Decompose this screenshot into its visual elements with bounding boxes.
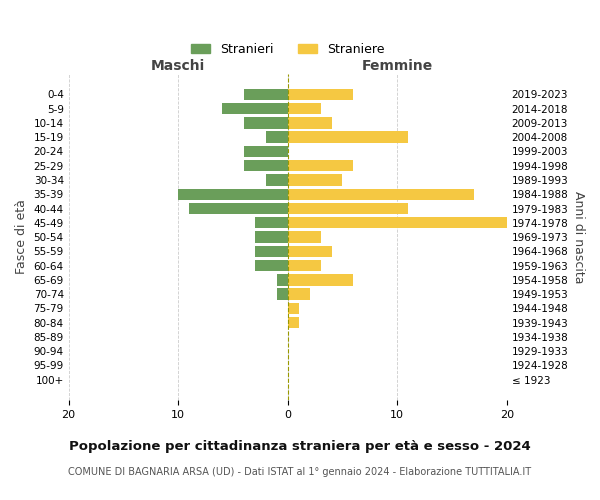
Bar bbox=[255, 246, 287, 257]
Legend: Stranieri, Straniere: Stranieri, Straniere bbox=[186, 38, 389, 60]
Y-axis label: Anni di nascita: Anni di nascita bbox=[572, 191, 585, 284]
Bar bbox=[244, 146, 287, 157]
Bar bbox=[266, 174, 287, 186]
Bar bbox=[222, 103, 287, 115]
Text: Maschi: Maschi bbox=[151, 59, 205, 73]
Bar bbox=[277, 288, 287, 300]
Bar bbox=[287, 203, 408, 214]
Bar bbox=[287, 246, 331, 257]
Bar bbox=[255, 232, 287, 242]
Bar bbox=[287, 260, 320, 272]
Bar bbox=[255, 217, 287, 228]
Bar bbox=[287, 302, 299, 314]
Bar bbox=[266, 132, 287, 143]
Y-axis label: Fasce di età: Fasce di età bbox=[15, 200, 28, 274]
Bar bbox=[244, 117, 287, 128]
Bar bbox=[287, 217, 507, 228]
Bar bbox=[287, 88, 353, 100]
Bar bbox=[287, 160, 353, 172]
Bar bbox=[244, 88, 287, 100]
Bar bbox=[287, 103, 320, 115]
Bar bbox=[189, 203, 287, 214]
Bar bbox=[178, 188, 287, 200]
Bar bbox=[287, 174, 343, 186]
Bar bbox=[287, 188, 474, 200]
Bar bbox=[255, 260, 287, 272]
Bar bbox=[287, 132, 408, 143]
Text: Femmine: Femmine bbox=[362, 59, 433, 73]
Text: COMUNE DI BAGNARIA ARSA (UD) - Dati ISTAT al 1° gennaio 2024 - Elaborazione TUTT: COMUNE DI BAGNARIA ARSA (UD) - Dati ISTA… bbox=[68, 467, 532, 477]
Bar bbox=[244, 160, 287, 172]
Bar bbox=[287, 288, 310, 300]
Bar bbox=[287, 117, 331, 128]
Bar bbox=[287, 317, 299, 328]
Bar bbox=[287, 232, 320, 242]
Bar bbox=[287, 274, 353, 285]
Text: Popolazione per cittadinanza straniera per età e sesso - 2024: Popolazione per cittadinanza straniera p… bbox=[69, 440, 531, 453]
Bar bbox=[277, 274, 287, 285]
